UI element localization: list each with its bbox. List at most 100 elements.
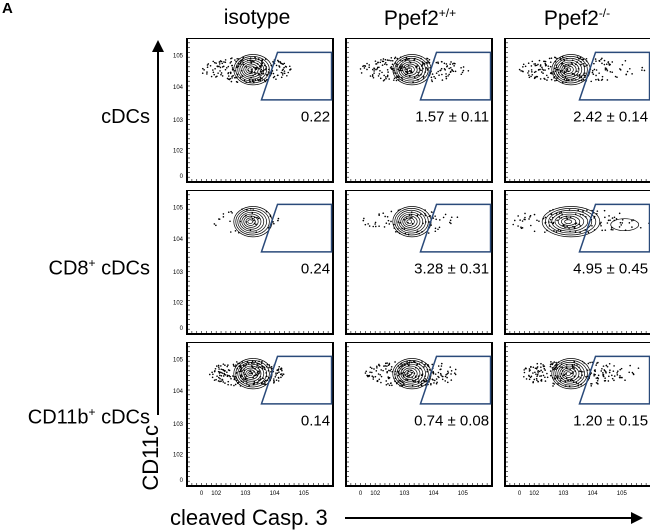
event-dot <box>372 225 375 228</box>
event-dot <box>602 371 604 374</box>
event-dot <box>618 212 621 215</box>
event-dot <box>549 363 552 366</box>
contour-line <box>561 217 577 226</box>
event-dot <box>273 378 275 380</box>
event-dot <box>612 228 614 231</box>
event-dot <box>518 68 521 71</box>
event-dot <box>264 383 267 385</box>
event-dot <box>382 212 385 214</box>
event-dot <box>607 61 610 63</box>
event-dot <box>390 65 393 68</box>
event-dot <box>234 383 237 386</box>
event-dot <box>431 363 434 366</box>
event-dot <box>552 221 555 224</box>
event-dot <box>446 381 449 384</box>
event-dot <box>613 375 616 377</box>
event-dot <box>386 74 389 77</box>
event-dot <box>397 75 399 77</box>
event-dot <box>397 370 399 373</box>
x-tick-label: 0 <box>359 491 363 497</box>
event-dot <box>533 77 536 80</box>
event-dot <box>253 81 255 83</box>
event-dot <box>280 76 283 79</box>
event-dot <box>611 71 614 74</box>
event-dot <box>449 219 452 222</box>
contour-line <box>247 371 253 376</box>
event-dot <box>445 77 448 80</box>
contour-line <box>241 213 262 230</box>
event-dot <box>212 60 215 63</box>
event-dot <box>534 63 537 65</box>
contour-line <box>394 360 429 388</box>
event-dot <box>213 379 216 381</box>
event-dot <box>528 74 530 76</box>
event-dot <box>275 78 277 80</box>
event-dot <box>381 60 384 63</box>
event-dot <box>536 367 538 369</box>
event-dot <box>425 67 428 69</box>
event-dot <box>585 375 587 378</box>
event-dot <box>447 370 449 373</box>
event-dot <box>227 75 230 77</box>
event-dot <box>371 75 374 77</box>
contour-line <box>404 217 415 226</box>
event-dot <box>589 361 591 364</box>
event-dot <box>593 375 595 377</box>
y-tick-label: 103 <box>173 270 184 276</box>
event-dot <box>373 368 375 370</box>
event-dot <box>228 369 231 372</box>
row-label: cDCs <box>101 106 150 128</box>
contour-panel: 0 102 103 104 105 0.74 ± 0.08 <box>345 342 493 497</box>
gate-percentage: 0.74 ± 0.08 <box>414 413 489 430</box>
event-dot <box>552 385 554 387</box>
panel-frame <box>186 190 334 335</box>
event-dot <box>383 74 385 77</box>
event-dot <box>549 65 552 68</box>
event-dot <box>274 376 277 378</box>
row-label: CD8 <box>48 257 89 280</box>
event-dot <box>608 362 611 365</box>
event-dot <box>394 361 396 363</box>
gate <box>419 51 492 101</box>
event-dot <box>460 66 462 69</box>
event-dot <box>433 75 435 78</box>
event-dot <box>251 60 253 62</box>
event-dot <box>222 363 225 365</box>
event-dot <box>378 363 380 366</box>
event-dot <box>531 60 534 63</box>
event-dot <box>421 361 423 363</box>
event-dot <box>206 64 209 66</box>
event-dot <box>601 62 603 65</box>
event-dot <box>450 61 452 63</box>
x-tick-label: 102 <box>529 491 540 497</box>
event-dot <box>450 222 452 225</box>
contour-panel: 3.28 ± 0.31 <box>345 190 493 335</box>
event-dot <box>600 58 602 61</box>
event-dot <box>451 68 453 71</box>
event-dot <box>219 380 221 383</box>
event-dot <box>257 72 259 75</box>
event-dot <box>590 372 593 374</box>
event-dot <box>610 228 613 231</box>
event-dot <box>230 384 232 386</box>
event-dot <box>532 381 534 384</box>
event-dot <box>535 70 537 73</box>
contour-line <box>241 61 262 78</box>
event-dot <box>270 371 272 373</box>
gate <box>419 203 492 253</box>
contour-line <box>243 63 259 76</box>
event-dot <box>529 216 531 218</box>
event-dot <box>434 215 436 217</box>
event-dot <box>453 65 455 67</box>
contour-line <box>555 361 585 386</box>
event-dot <box>443 62 446 65</box>
event-dot <box>607 380 610 382</box>
event-dot <box>538 370 541 373</box>
event-dot <box>374 60 377 62</box>
gate <box>260 355 333 405</box>
contour-line <box>394 56 429 84</box>
event-dot <box>440 374 442 376</box>
event-dot <box>435 382 438 385</box>
event-dot <box>276 369 278 371</box>
